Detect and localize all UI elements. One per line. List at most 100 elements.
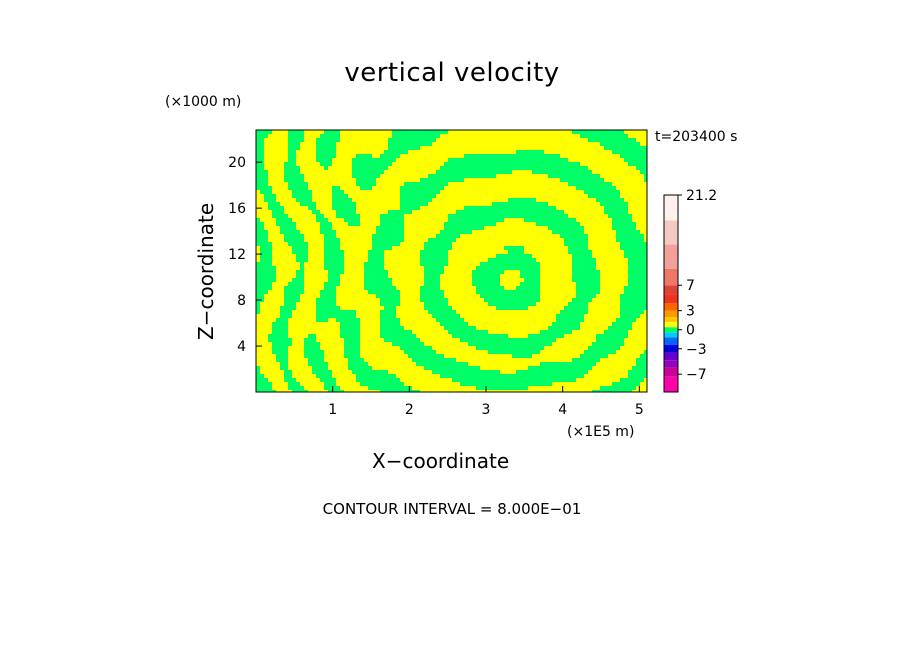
field-cell xyxy=(644,178,647,182)
field-cell xyxy=(320,230,336,234)
colorbar-level xyxy=(664,310,678,318)
field-cell xyxy=(256,374,264,378)
field-cell xyxy=(432,370,500,374)
field-cell xyxy=(260,254,272,258)
field-cell xyxy=(284,302,296,306)
field-cell xyxy=(324,266,344,270)
field-cell xyxy=(568,302,588,306)
field-cell xyxy=(612,322,632,326)
field-cell xyxy=(512,354,532,358)
field-cell xyxy=(564,306,588,310)
field-cell xyxy=(496,306,528,310)
field-cell xyxy=(320,290,336,294)
colorbar-label: 3 xyxy=(686,304,695,320)
field-cell xyxy=(420,254,448,258)
field-cell xyxy=(440,166,588,170)
field-cell xyxy=(548,174,600,178)
field-cell xyxy=(288,130,304,134)
field-cell xyxy=(276,218,292,222)
field-cell xyxy=(596,198,624,202)
field-cell xyxy=(256,390,276,392)
field-cell xyxy=(336,210,356,214)
field-cell xyxy=(472,278,500,282)
field-cell xyxy=(280,366,288,370)
field-cell xyxy=(336,318,360,322)
field-cell xyxy=(380,214,404,218)
field-cell xyxy=(488,302,536,306)
field-cell xyxy=(508,250,524,254)
field-cell xyxy=(260,246,272,250)
y-tick-label: 20 xyxy=(228,155,246,171)
field-cell xyxy=(316,314,356,318)
field-cell xyxy=(536,222,580,226)
field-cell xyxy=(364,262,384,266)
field-cell xyxy=(612,226,636,230)
field-cell xyxy=(476,290,540,294)
field-cell xyxy=(288,282,304,286)
field-cell xyxy=(620,242,647,246)
field-cell xyxy=(420,294,444,298)
colorbar-level xyxy=(664,285,678,295)
y-axis-unit: (×1000 m) xyxy=(165,94,242,110)
field-cell xyxy=(524,278,540,282)
field-cell xyxy=(256,370,260,374)
field-cell xyxy=(472,274,500,278)
field-cell xyxy=(288,138,304,142)
colorbar-level xyxy=(664,195,678,221)
field-cell xyxy=(256,222,264,226)
field-cell xyxy=(620,302,647,306)
field-cell xyxy=(300,262,304,266)
field-cell xyxy=(292,390,308,392)
y-tick-label: 8 xyxy=(237,293,246,309)
time-label: t=203400 s xyxy=(655,129,738,145)
field-cell xyxy=(476,266,540,270)
field-cell xyxy=(364,266,384,270)
field-cell xyxy=(256,274,276,278)
field-cell xyxy=(540,362,596,366)
field-cell xyxy=(612,150,647,154)
field-cell xyxy=(256,130,272,134)
field-cell xyxy=(272,342,292,346)
field-cell xyxy=(384,306,396,310)
field-cell xyxy=(256,290,268,294)
field-cell xyxy=(572,258,596,262)
field-cell xyxy=(312,370,332,374)
field-cell xyxy=(284,170,300,174)
field-cell xyxy=(276,222,296,226)
field-cell xyxy=(324,382,336,386)
field-cell xyxy=(372,234,404,238)
field-cell xyxy=(292,246,308,250)
field-cell xyxy=(620,310,644,314)
field-cell xyxy=(316,306,340,310)
y-tick-label: 16 xyxy=(228,201,246,217)
field-cell xyxy=(288,242,308,246)
field-cell xyxy=(408,354,444,358)
field-cell xyxy=(324,234,336,238)
field-cell xyxy=(292,190,312,194)
field-cell xyxy=(300,266,304,270)
field-cell xyxy=(604,146,647,150)
field-cell xyxy=(308,362,328,366)
field-cell xyxy=(624,254,647,258)
field-cell xyxy=(256,386,272,390)
field-cell xyxy=(284,178,304,182)
field-cell xyxy=(328,274,340,278)
field-cell xyxy=(364,274,388,278)
field-cell xyxy=(588,138,636,142)
field-cell xyxy=(272,210,284,214)
field-cell xyxy=(496,254,532,258)
field-cell xyxy=(596,334,628,338)
field-cell xyxy=(428,310,456,314)
field-cell xyxy=(528,334,564,338)
field-cell xyxy=(344,354,360,358)
field-cell xyxy=(612,222,636,226)
field-cell xyxy=(256,150,264,154)
field-cell xyxy=(328,278,340,282)
field-cell xyxy=(348,358,364,362)
field-cell xyxy=(532,170,592,174)
field-cell xyxy=(436,318,464,322)
field-cell xyxy=(284,234,304,238)
field-cell xyxy=(592,342,624,346)
field-cell xyxy=(256,234,268,238)
